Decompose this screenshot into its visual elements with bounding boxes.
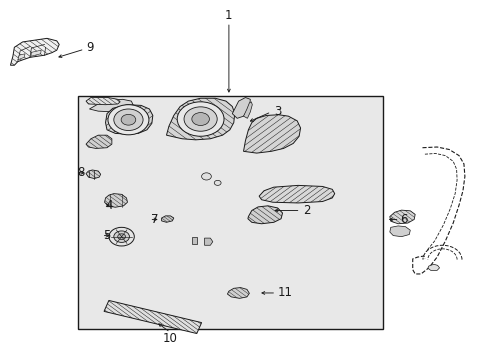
- Polygon shape: [247, 206, 282, 224]
- Polygon shape: [166, 98, 234, 140]
- Polygon shape: [104, 194, 127, 207]
- Polygon shape: [243, 102, 252, 118]
- Polygon shape: [105, 105, 153, 134]
- Polygon shape: [86, 135, 112, 148]
- Polygon shape: [31, 50, 41, 56]
- Circle shape: [114, 109, 143, 131]
- Polygon shape: [89, 99, 133, 112]
- Circle shape: [109, 227, 134, 246]
- Polygon shape: [389, 226, 409, 237]
- Text: 4: 4: [105, 199, 113, 212]
- Polygon shape: [427, 264, 439, 270]
- Text: 7: 7: [151, 213, 158, 226]
- Polygon shape: [259, 185, 334, 203]
- Polygon shape: [232, 98, 250, 118]
- Circle shape: [114, 231, 129, 242]
- Circle shape: [118, 234, 125, 239]
- Text: 3: 3: [273, 105, 281, 118]
- Circle shape: [108, 105, 149, 135]
- Circle shape: [191, 113, 209, 126]
- Polygon shape: [86, 98, 120, 105]
- Text: 10: 10: [163, 332, 178, 345]
- Polygon shape: [204, 238, 212, 245]
- Polygon shape: [227, 288, 249, 298]
- Polygon shape: [86, 170, 101, 179]
- Text: 11: 11: [277, 287, 292, 300]
- Polygon shape: [10, 39, 59, 65]
- Text: 8: 8: [78, 166, 85, 179]
- Bar: [78, 96, 383, 329]
- Polygon shape: [18, 54, 25, 60]
- Text: 6: 6: [400, 213, 407, 226]
- Circle shape: [121, 114, 136, 125]
- Text: 9: 9: [86, 41, 93, 54]
- Text: 1: 1: [224, 9, 232, 22]
- Circle shape: [177, 102, 224, 136]
- Text: 5: 5: [103, 229, 110, 242]
- Text: 2: 2: [303, 204, 310, 217]
- Circle shape: [183, 107, 217, 131]
- Polygon shape: [243, 115, 300, 153]
- Polygon shape: [161, 216, 173, 222]
- Polygon shape: [191, 237, 196, 244]
- Circle shape: [201, 173, 211, 180]
- Polygon shape: [389, 210, 414, 224]
- Circle shape: [214, 180, 221, 185]
- Polygon shape: [104, 301, 201, 333]
